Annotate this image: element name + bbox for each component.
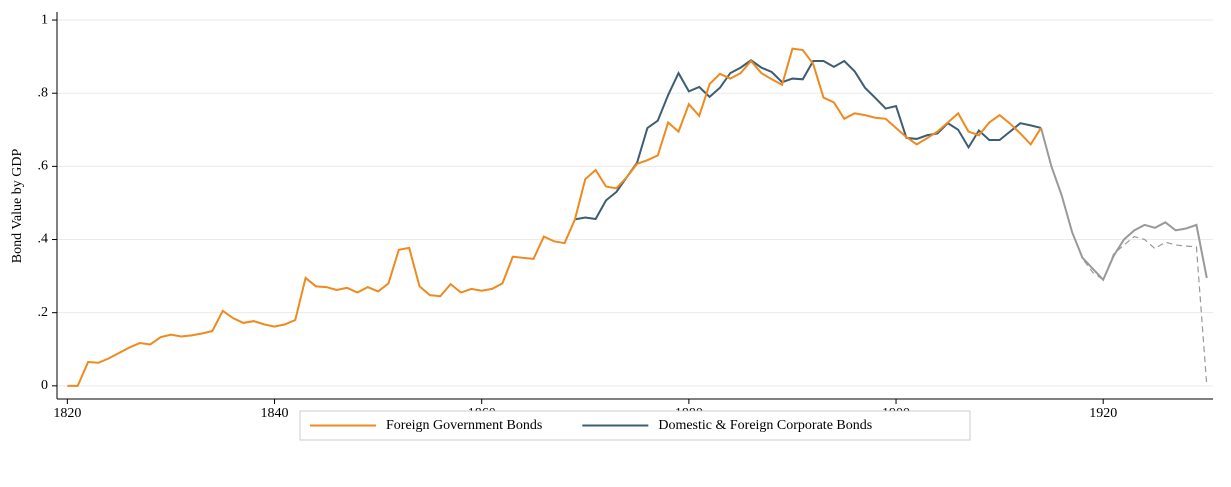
y-tick-label: .4: [38, 232, 49, 247]
x-tick-label: 1920: [1089, 406, 1117, 421]
legend-label: Domestic & Foreign Corporate Bonds: [658, 418, 872, 433]
y-tick-label: .8: [38, 85, 49, 100]
series-line: [574, 59, 1042, 221]
series-line: [1040, 127, 1208, 282]
y-axis-label: Bond Value by GDP: [10, 149, 25, 264]
y-tick-label: .2: [38, 305, 49, 320]
x-tick-label: 1840: [261, 406, 289, 421]
legend-label: Foreign Government Bonds: [386, 418, 542, 433]
x-tick-label: 1820: [53, 406, 81, 421]
series-line: [1040, 127, 1208, 386]
y-tick-label: 1: [41, 12, 48, 27]
y-tick-label: .6: [38, 159, 49, 174]
series-line: [67, 47, 1042, 387]
y-tick-label: 0: [41, 378, 48, 393]
